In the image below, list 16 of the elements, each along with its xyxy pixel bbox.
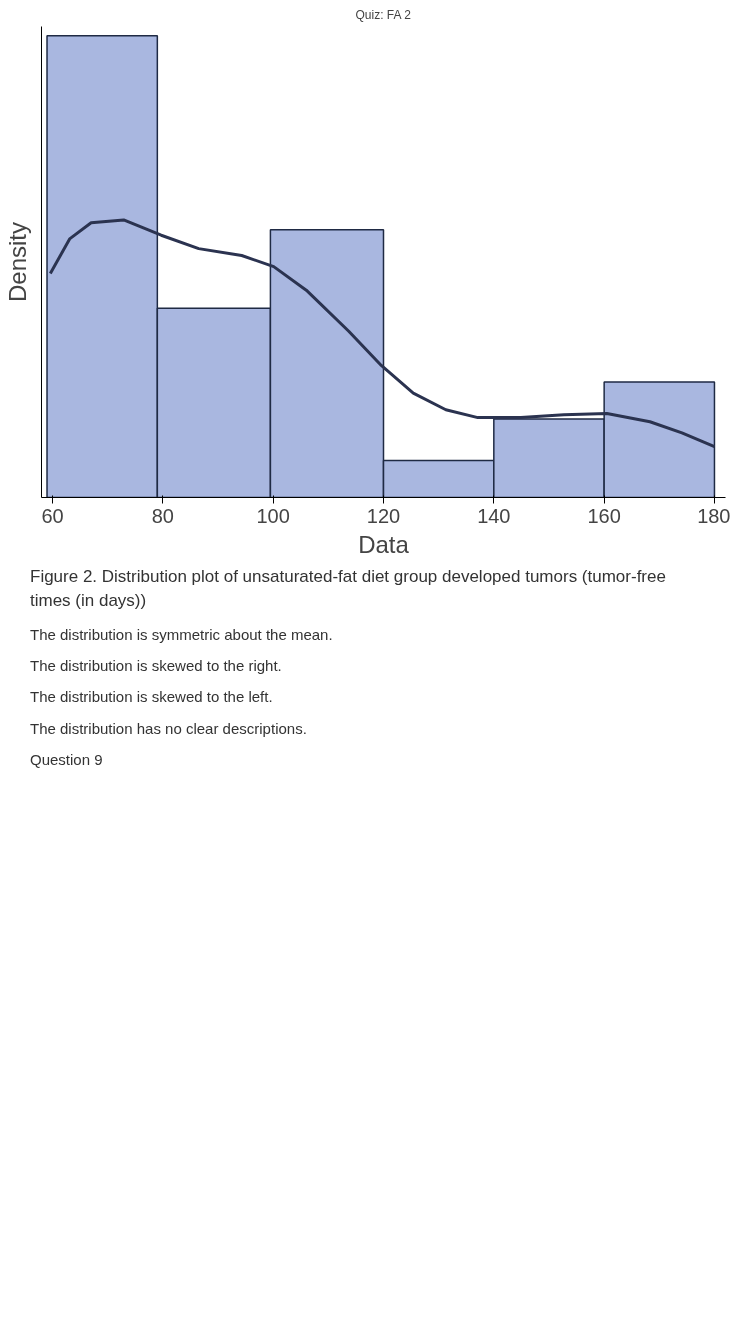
- x-tick-label: 60: [41, 504, 64, 527]
- chart-title: Quiz: FA 2: [355, 7, 412, 22]
- x-tick-label: 120: [366, 504, 401, 527]
- text: The distribution is symmetric about the mean.: [30, 624, 333, 645]
- x-tick-label: 80: [151, 504, 174, 527]
- x-tick-label: 140: [477, 504, 511, 527]
- text: Question 9: [30, 750, 103, 771]
- x-tick-label: 100: [256, 504, 290, 527]
- x-axis-title: Data: [358, 530, 410, 558]
- x-tick-label: 160: [587, 504, 621, 527]
- text: The distribution is skewed to the left.: [30, 687, 273, 708]
- x-tick-label: 180: [697, 504, 731, 527]
- text: The distribution is skewed to the right.: [30, 656, 282, 676]
- text: The distribution has no clear descriptions.: [30, 718, 307, 739]
- y-axis-title: Density: [3, 221, 31, 303]
- caption: Figure 2. Distribution plot of unsaturated-fat diet group developed tumors (tumor-free times (in days)): [30, 566, 667, 613]
